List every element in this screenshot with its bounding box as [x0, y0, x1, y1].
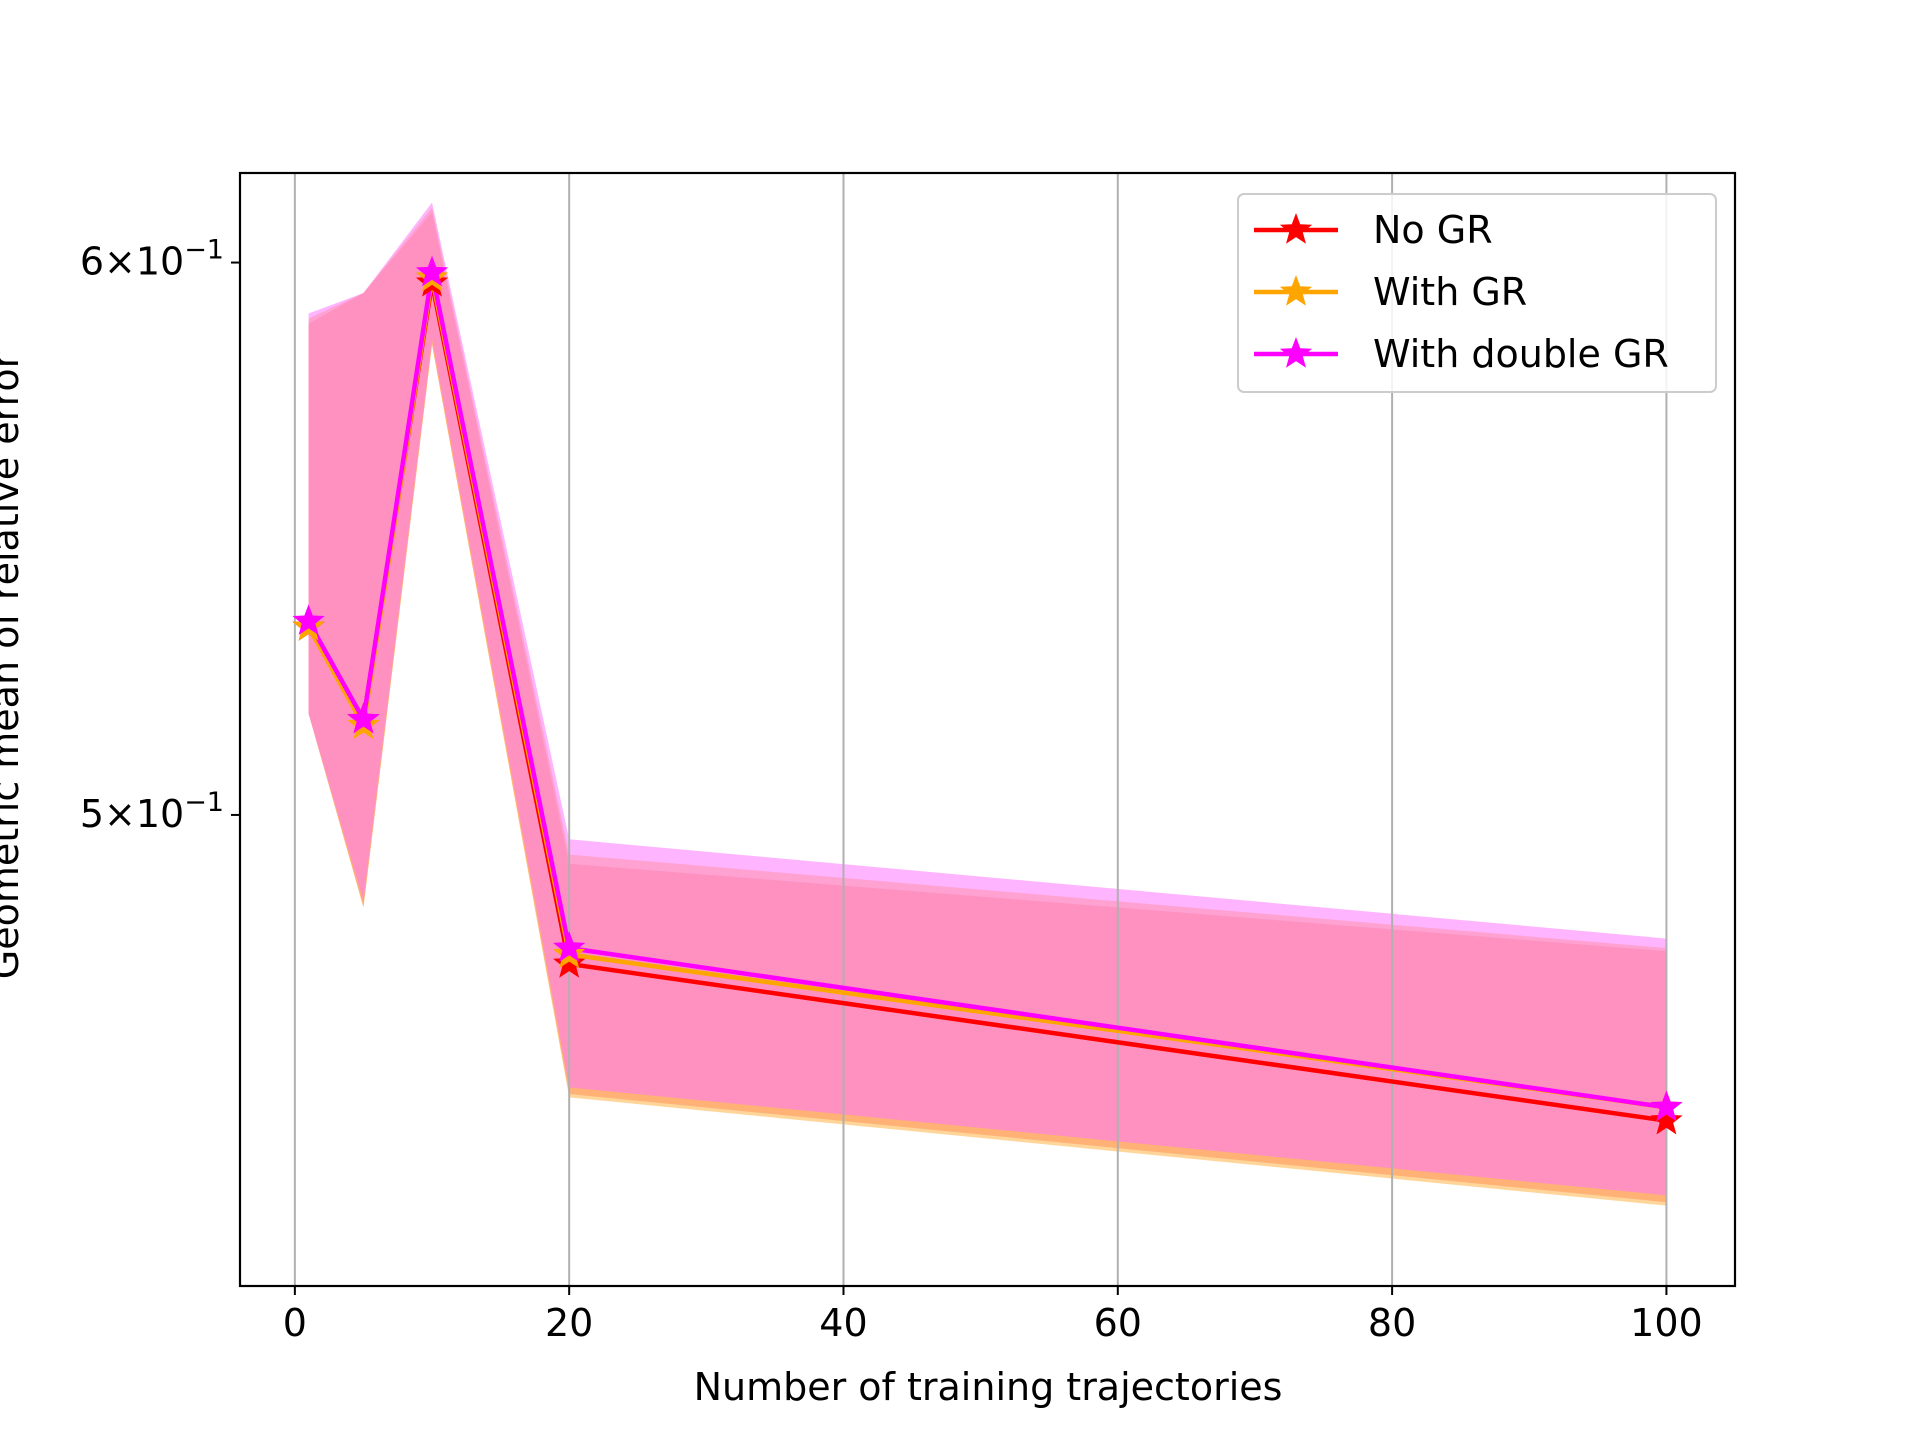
legend-label: With double GR	[1373, 332, 1669, 376]
data-point-star	[347, 702, 380, 734]
legend-marker-star	[1279, 337, 1313, 368]
y-tick-label: 5×10−1	[80, 787, 224, 836]
data-point-star	[1650, 1090, 1683, 1122]
x-axis-label: Number of training trajectories	[694, 1365, 1283, 1409]
y-axis-label: Geometric mean of relative error	[0, 352, 27, 979]
data-point-star	[292, 604, 325, 636]
x-tick-label: 60	[1094, 1301, 1142, 1345]
y-tick-label: 6×10−1	[80, 235, 224, 284]
legend-box	[1237, 193, 1717, 393]
x-tick-label: 40	[819, 1301, 867, 1345]
confidence-bands	[308, 202, 1667, 1206]
legend-marker-star	[1279, 275, 1313, 306]
x-tick-label: 100	[1630, 1301, 1703, 1345]
data-point-star	[415, 255, 449, 287]
legend: No GR With GR With double GR	[1237, 193, 1717, 393]
x-tick-label: 20	[545, 1301, 593, 1345]
x-tick-label: 0	[283, 1301, 307, 1345]
series-markers	[292, 255, 1683, 1135]
band-series-3	[308, 202, 1667, 1196]
data-point-star	[553, 946, 586, 978]
data-point-star	[1650, 1103, 1683, 1135]
plot-frame	[238, 171, 1737, 1288]
legend-marker-star	[1279, 213, 1313, 244]
legend-label: With GR	[1373, 270, 1527, 314]
y-axis-ticks: 6×10−1 5×10−1	[80, 235, 240, 836]
x-axis-ticks: 0 20 40 60 80 100	[283, 1286, 1703, 1345]
x-tick-label: 80	[1368, 1301, 1416, 1345]
data-point-star	[553, 931, 586, 962]
legend-label: No GR	[1373, 208, 1493, 252]
